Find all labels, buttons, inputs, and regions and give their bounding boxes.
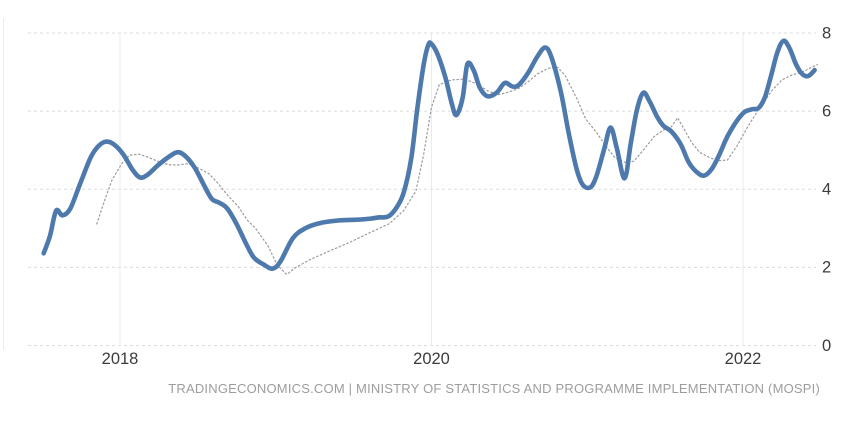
y-axis-tick-label: 8	[822, 25, 831, 43]
x-axis: 2018 2020 2022	[102, 350, 762, 368]
series-secondary-line	[96, 63, 819, 276]
x-axis-tick-label: 2022	[725, 350, 762, 368]
y-axis-tick-label: 2	[822, 259, 831, 277]
x-axis-tick-label: 2018	[102, 350, 139, 368]
y-axis-tick-label: 4	[822, 181, 831, 199]
y-axis-tick-label: 0	[822, 337, 831, 355]
y-axis-tick-label: 6	[822, 103, 831, 121]
source-attribution: TRADINGECONOMICS.COM | MINISTRY OF STATI…	[168, 381, 820, 396]
series-main-line	[41, 38, 817, 271]
vertical-gridlines	[119, 33, 744, 346]
y-axis: 8 6 4 2 0	[822, 25, 831, 356]
horizontal-gridlines	[28, 32, 816, 346]
x-axis-tick-label: 2020	[413, 350, 450, 368]
